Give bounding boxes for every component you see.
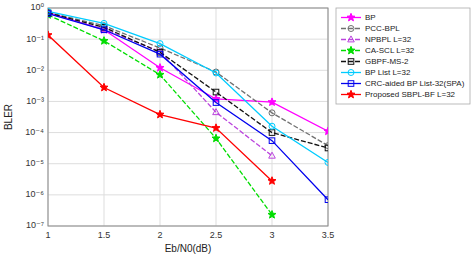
series-marker: [268, 98, 276, 106]
series-marker: [269, 123, 275, 129]
series: [48, 31, 276, 184]
series-marker: [157, 51, 163, 57]
x-tick-label: 1: [45, 230, 50, 240]
series-marker: [324, 127, 328, 135]
y-tick-label: 10⁻¹: [26, 34, 44, 44]
y-grid-line: [48, 132, 328, 133]
legend-label: BP List L=32: [365, 68, 411, 77]
series-marker: [100, 37, 108, 45]
legend-label: CRC-aided BP List-32(SPA): [365, 79, 465, 88]
series-marker: [213, 109, 220, 115]
series-line: [48, 13, 272, 156]
y-grid-line: [48, 163, 328, 164]
legend-frame: [336, 8, 470, 104]
legend-swatch-marker: [347, 46, 355, 54]
background: [0, 0, 474, 260]
legend-swatch: [341, 83, 361, 84]
series-marker: [269, 152, 276, 158]
series: [48, 10, 328, 151]
series-marker: [212, 124, 220, 132]
data: [48, 8, 328, 218]
x-axis-label: Eb/N0(dB): [165, 243, 212, 254]
legend-label: PCC-BPL: [365, 24, 400, 33]
legend-swatch: [341, 28, 361, 29]
chart: 10⁻⁷ 10⁻⁶ 10⁻⁵ 10⁻⁴ 10⁻³ 10⁻² 10⁻¹ 10⁰ 1 1.5 2 2.5 3…: [0, 0, 474, 260]
y-tick-label: 10⁰: [30, 2, 44, 12]
y-tick-label: 10⁻⁶: [26, 189, 45, 199]
series-line: [48, 15, 272, 215]
legend: BP PCC-BPL NPBPL L=32 CA-SCL L=32 GBPF-MS-2 B…: [336, 8, 470, 104]
plot-frame: [48, 8, 328, 226]
series-marker: [156, 110, 164, 118]
y-tick-label: 10⁻²: [26, 65, 44, 75]
series: [48, 11, 276, 218]
legend-swatch-marker: [347, 90, 355, 98]
legend-swatch-marker: [348, 59, 354, 65]
y-grid-line: [48, 101, 328, 102]
series-marker: [48, 11, 51, 17]
series: [48, 10, 275, 159]
legend-label: BP: [365, 13, 376, 22]
y-tick-label: 10⁻³: [26, 96, 44, 106]
y-axis-label: BLER: [3, 104, 14, 130]
y-grid-line: [48, 194, 328, 195]
series-marker: [213, 100, 219, 106]
series-marker: [325, 145, 328, 151]
series-marker: [269, 130, 275, 136]
legend-label: CA-SCL L=32: [365, 46, 415, 55]
y-tick-label: 10⁻⁷: [26, 220, 44, 230]
legend-swatch-marker: [348, 26, 354, 32]
legend-label: Proposed SBPL-BF L=32: [365, 90, 456, 99]
series-marker: [325, 197, 328, 203]
series-marker: [269, 110, 275, 116]
series-line: [48, 14, 328, 200]
series-marker: [268, 211, 276, 219]
series: [48, 11, 328, 203]
legend-swatch: [341, 61, 361, 62]
legend-swatch-marker: [348, 81, 354, 87]
legend-label: NPBPL L=32: [365, 35, 412, 44]
y-tick-label: 10⁻⁴: [25, 127, 44, 137]
legend-swatch-marker: [347, 13, 355, 21]
series-line: [48, 11, 328, 162]
series-line: [48, 35, 272, 181]
x-grid-line: [216, 8, 217, 226]
axes: 10⁻⁷ 10⁻⁶ 10⁻⁵ 10⁻⁴ 10⁻³ 10⁻² 10⁻¹ 10⁰ 1 1.5 2 2.5 3…: [3, 2, 334, 254]
legend-label: GBPF-MS-2: [365, 57, 409, 66]
series-marker: [268, 177, 276, 185]
series-line: [48, 13, 328, 148]
legend-swatch: [341, 39, 361, 40]
series-marker: [213, 70, 219, 76]
series-marker: [213, 89, 219, 95]
series-marker: [157, 41, 163, 47]
series-marker: [48, 31, 52, 39]
y-grid-line: [48, 70, 328, 71]
x-tick-label: 2: [157, 230, 162, 240]
y-grid-line: [48, 39, 328, 40]
y-tick-label: 10⁻⁵: [26, 158, 45, 168]
series-marker: [212, 134, 220, 142]
x-grid-line: [272, 8, 273, 226]
legend-swatch-marker: [348, 70, 354, 76]
x-tick-label: 3.5: [322, 230, 335, 240]
series-marker: [100, 83, 108, 91]
series-marker: [101, 27, 107, 33]
x-tick-label: 2.5: [210, 230, 223, 240]
x-tick-label: 1.5: [98, 230, 111, 240]
series: [48, 8, 328, 165]
x-tick-label: 3: [269, 230, 274, 240]
legend-swatch-marker: [348, 36, 355, 42]
series-marker: [101, 20, 107, 26]
legend-swatch: [341, 72, 361, 73]
series-marker: [269, 138, 275, 144]
series: [48, 8, 328, 134]
series-marker: [325, 159, 328, 165]
series-line: [48, 12, 328, 131]
series-marker: [156, 71, 164, 79]
